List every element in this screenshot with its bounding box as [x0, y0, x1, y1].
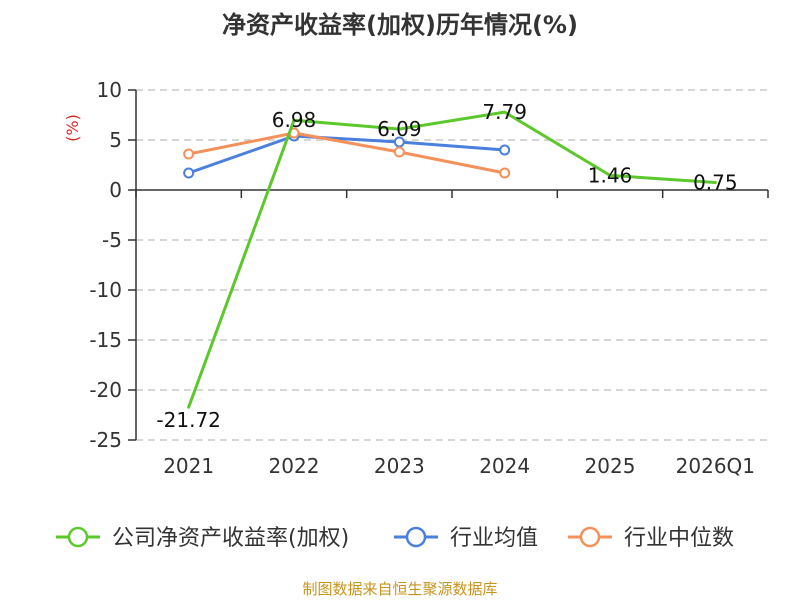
legend-label: 行业中位数	[624, 526, 734, 551]
data-point	[393, 146, 405, 158]
series-line-2	[187, 131, 507, 175]
series-line-1	[187, 134, 507, 175]
data-label: 1.46	[588, 163, 633, 187]
legend-item: 行业均值	[394, 526, 538, 551]
chart-title: 净资产收益率(加权)历年情况(%)	[222, 11, 578, 39]
y-tick-label: 0	[109, 178, 122, 202]
gridlines	[136, 89, 768, 441]
y-tick-label: -15	[89, 328, 122, 352]
y-axis-label: (%)	[63, 114, 82, 142]
x-tick-label: 2021	[163, 454, 214, 478]
source-note: 制图数据来自恒生聚源数据库	[302, 580, 497, 598]
data-point	[183, 148, 195, 160]
x-tick-label: 2023	[374, 454, 425, 478]
legend-marker	[579, 526, 601, 548]
y-tick-labels: 10 5 0 -5 -10 -15 -20 -25	[89, 78, 136, 452]
x-tick-labels: 2021 2022 2023 2024 2025 2026Q1	[163, 454, 755, 478]
legend-label: 行业均值	[450, 526, 538, 551]
y-tick-label: -25	[89, 428, 122, 452]
x-axis	[135, 90, 769, 440]
data-label: 6.09	[377, 117, 422, 141]
legend-item: 公司净资产收益率(加权)	[56, 526, 349, 551]
y-tick-label: -10	[89, 278, 122, 302]
y-tick-label: 5	[109, 128, 122, 152]
series-line-0	[187, 110, 717, 409]
data-label: 7.79	[482, 100, 527, 124]
legend: 公司净资产收益率(加权) 行业均值 行业中位数	[56, 526, 734, 551]
data-label: 0.75	[693, 171, 738, 195]
x-tick-label: 2025	[585, 454, 636, 478]
data-point	[183, 167, 195, 179]
y-tick-label: 10	[97, 78, 122, 102]
data-label: 6.98	[272, 108, 317, 132]
x-tick-label: 2022	[269, 454, 320, 478]
data-label: -21.72	[156, 408, 220, 432]
data-labels: -21.72 6.98 6.09 7.79 1.46 0.75	[156, 100, 737, 432]
x-tick-label: 2024	[479, 454, 530, 478]
series-lines	[183, 110, 717, 409]
data-point	[499, 144, 511, 156]
legend-marker	[405, 526, 427, 548]
data-point	[499, 167, 511, 179]
y-tick-label: -20	[89, 378, 122, 402]
legend-label: 公司净资产收益率(加权)	[112, 526, 349, 551]
legend-marker	[67, 526, 89, 548]
x-tick-label: 2026Q1	[676, 454, 755, 478]
y-tick-label: -5	[102, 228, 122, 252]
legend-item: 行业中位数	[568, 526, 734, 551]
